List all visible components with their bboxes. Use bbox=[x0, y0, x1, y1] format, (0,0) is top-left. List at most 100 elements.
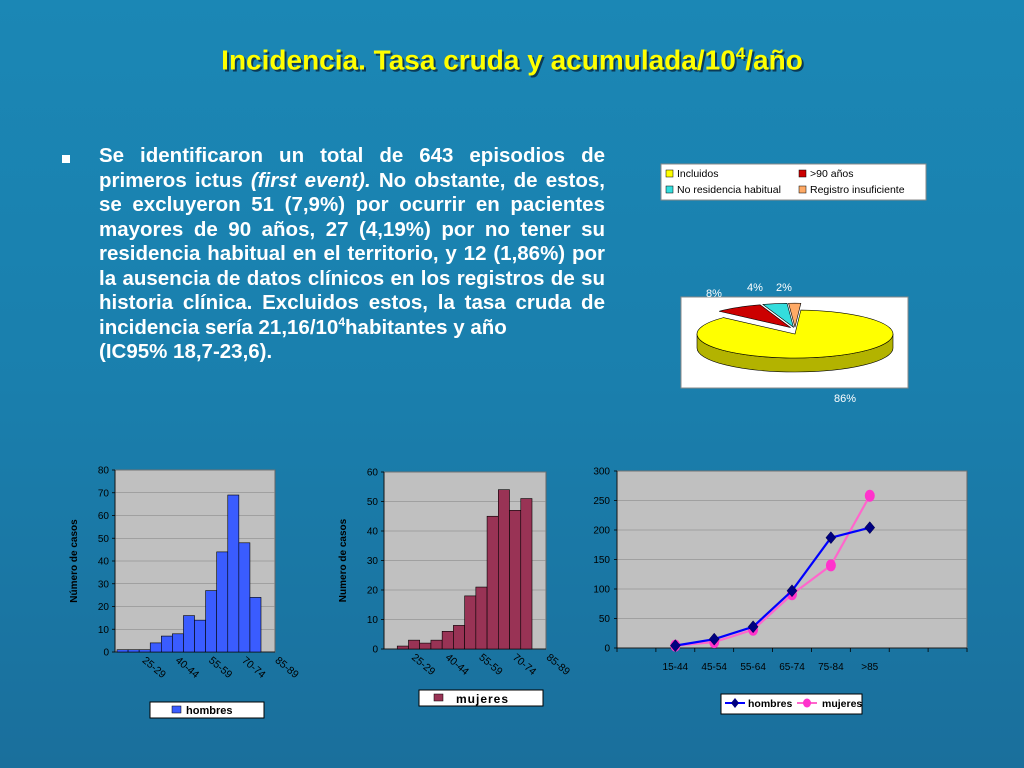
pie-legend-swatch bbox=[665, 169, 674, 178]
hombres-chart-xtick-label: 40-44 bbox=[173, 655, 201, 682]
hombres-chart-bar bbox=[216, 551, 229, 653]
hombres-chart-ytick-label: 30 bbox=[98, 579, 110, 590]
hombres-chart-xtick-label: 85-89 bbox=[273, 655, 301, 682]
bullet-square-icon bbox=[62, 155, 70, 163]
pie-slice-1 bbox=[696, 309, 894, 359]
hombres-chart-bar bbox=[149, 642, 162, 653]
pie-legend-swatch bbox=[665, 185, 674, 194]
hombres-chart-ytick-label: 60 bbox=[98, 511, 110, 522]
pie-data-label: 8% bbox=[706, 288, 722, 300]
mujeres-chart-bar bbox=[520, 498, 533, 650]
line-legend-box bbox=[720, 693, 863, 715]
hombres-chart-ytick-label: 20 bbox=[98, 602, 110, 613]
hombres-chart-ytick-label: 40 bbox=[98, 557, 110, 568]
line-marker-hombres bbox=[864, 521, 876, 535]
pie-data-label: 86% bbox=[834, 393, 856, 405]
line-chart-xtick-label: >85 bbox=[861, 662, 878, 673]
mujeres-chart-ytick-label: 60 bbox=[367, 468, 379, 479]
line-marker-hombres bbox=[747, 620, 759, 634]
hombres-legend-label: hombres bbox=[186, 705, 232, 717]
mujeres-chart-xtick-label: 85-89 bbox=[544, 652, 572, 679]
hombres-chart-ytick-label: 80 bbox=[98, 466, 110, 477]
hombres-chart-bar bbox=[127, 649, 140, 653]
mujeres-chart-xtick-label: 40-44 bbox=[443, 652, 471, 679]
line-chart-xtick-label: 45-54 bbox=[701, 662, 727, 673]
line-marker-mujeres bbox=[825, 559, 836, 572]
mujeres-chart-ytick-label: 30 bbox=[367, 556, 379, 567]
mujeres-chart-bar bbox=[486, 515, 499, 650]
bullet-paragraph: Se identificaron un total de 643 episodi… bbox=[99, 144, 605, 363]
pie-slice-2 bbox=[718, 304, 791, 328]
hombres-chart-ytick-label: 0 bbox=[103, 648, 109, 659]
pie-legend-label: >90 años bbox=[810, 168, 854, 180]
pie-legend-label: No residencia habitual bbox=[677, 184, 781, 196]
mujeres-chart-ytick-label: 40 bbox=[367, 527, 379, 538]
hombres-chart-bar bbox=[138, 649, 151, 653]
line-marker-hombres bbox=[786, 584, 798, 598]
mujeres-chart-xtick-label: 55-59 bbox=[476, 652, 504, 679]
pie-slice-3 bbox=[762, 302, 794, 329]
page-title: Incidencia. Tasa cruda y acumulada/104/a… bbox=[221, 44, 803, 76]
mujeres-chart-bar bbox=[441, 630, 454, 650]
hombres-chart-bar bbox=[194, 619, 206, 653]
line-chart-xtick-label: 15-44 bbox=[663, 662, 689, 673]
mujeres-chart-ytick-label: 20 bbox=[367, 586, 379, 597]
hombres-chart-bar bbox=[227, 494, 240, 653]
mujeres-chart-bar bbox=[396, 645, 409, 650]
line-marker-mujeres bbox=[864, 489, 875, 502]
mujeres-chart-bar bbox=[430, 639, 443, 650]
line-marker-hombres bbox=[825, 531, 837, 545]
line-legend-label: mujeres bbox=[822, 698, 862, 710]
hombres-chart-ytick-label: 50 bbox=[98, 534, 110, 545]
line-legend-hombres-marker bbox=[731, 698, 739, 708]
line-chart-ytick-label: 100 bbox=[593, 585, 610, 596]
mujeres-legend-label: mujeres bbox=[456, 692, 509, 706]
pie-data-label: 4% bbox=[747, 282, 763, 294]
line-chart-ytick-label: 0 bbox=[604, 644, 610, 655]
pie-data-label: 2% bbox=[776, 282, 792, 294]
line-series-hombres bbox=[675, 526, 871, 647]
hombres-chart-bar bbox=[249, 597, 262, 653]
line-legend-mujeres-marker bbox=[803, 698, 811, 708]
line-chart-xtick-label: 65-74 bbox=[779, 662, 805, 673]
mujeres-chart-ytick-label: 50 bbox=[367, 497, 379, 508]
mujeres-chart-bar bbox=[475, 586, 488, 650]
line-marker-hombres bbox=[670, 639, 681, 653]
line-series-mujeres bbox=[675, 495, 871, 647]
pie-legend-label: Incluidos bbox=[677, 168, 718, 180]
hombres-chart-bar bbox=[161, 635, 173, 653]
hombres-chart-bar bbox=[238, 542, 251, 653]
hombres-chart-ylabel: Número de casos bbox=[69, 519, 80, 603]
hombres-chart-xtick-label: 70-74 bbox=[239, 655, 267, 682]
line-chart-ytick-label: 300 bbox=[593, 467, 610, 478]
line-marker-hombres bbox=[708, 632, 720, 646]
mujeres-chart-bar bbox=[419, 642, 432, 650]
hombres-chart-bar bbox=[183, 615, 195, 653]
pie-legend-swatch bbox=[798, 185, 807, 194]
hombres-chart-xtick-label: 25-29 bbox=[140, 655, 168, 682]
mujeres-chart-bar bbox=[509, 510, 522, 650]
mujeres-chart-bar bbox=[408, 639, 420, 650]
mujeres-legend-box bbox=[418, 689, 544, 707]
hombres-chart-bar bbox=[205, 590, 217, 653]
hombres-chart-bar bbox=[172, 633, 184, 653]
line-chart-xtick-label: 55-64 bbox=[740, 662, 766, 673]
hombres-legend-swatch bbox=[171, 705, 182, 714]
hombres-chart-ytick-label: 70 bbox=[98, 488, 110, 499]
mujeres-chart-bar bbox=[453, 625, 465, 650]
mujeres-chart-ytick-label: 0 bbox=[372, 645, 378, 656]
mujeres-chart-ylabel: Numero de casos bbox=[338, 518, 349, 602]
hombres-chart-bar bbox=[116, 649, 129, 653]
mujeres-chart-ytick-label: 10 bbox=[367, 615, 379, 626]
mujeres-chart-xtick-label: 70-74 bbox=[510, 652, 538, 679]
hombres-chart-ytick-label: 10 bbox=[98, 625, 110, 636]
pie-legend-label: Registro insuficiente bbox=[810, 184, 905, 196]
line-chart-ytick-label: 250 bbox=[593, 496, 610, 507]
line-chart-ytick-label: 50 bbox=[599, 614, 611, 625]
line-chart-xtick-label: 75-84 bbox=[818, 662, 844, 673]
mujeres-chart-bar bbox=[464, 595, 477, 650]
mujeres-chart-xtick-label: 25-29 bbox=[409, 652, 437, 679]
pie-legend-swatch bbox=[798, 169, 807, 178]
mujeres-chart-bar bbox=[498, 489, 510, 650]
